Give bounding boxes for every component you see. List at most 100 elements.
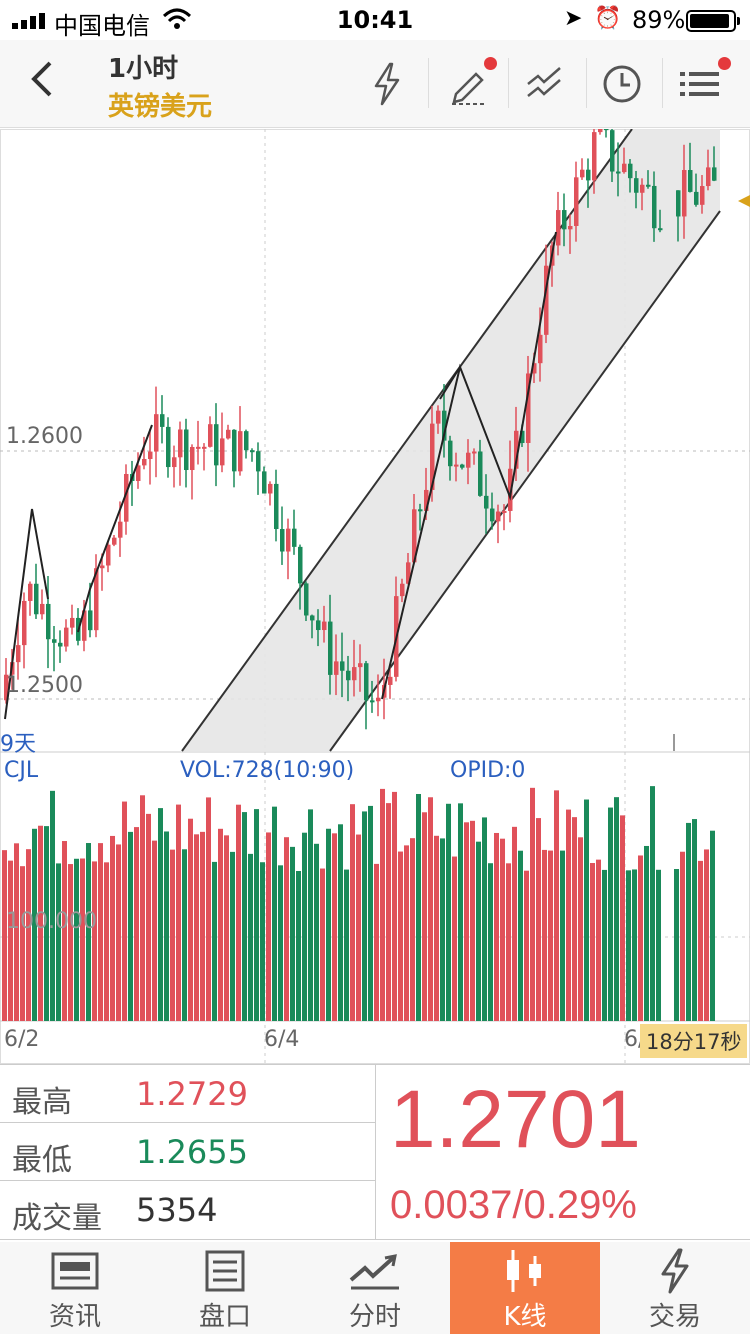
- kline-chart[interactable]: 1.2600 1.2500 9天 CJL VOL:728(10:90) OPID…: [0, 129, 750, 1064]
- volume-bar: [104, 862, 109, 1021]
- tab-kline[interactable]: K线: [450, 1242, 600, 1334]
- candle-body: [676, 190, 681, 217]
- volume-bar: [338, 824, 343, 1021]
- volume-bar: [512, 826, 517, 1021]
- candle-body: [64, 627, 69, 647]
- candle-body: [712, 167, 717, 181]
- zigzag-line: [4, 508, 49, 720]
- candle-body: [544, 265, 549, 335]
- volume-bar: [302, 832, 307, 1021]
- battery-icon: [686, 10, 740, 32]
- volume-bar: [92, 861, 97, 1021]
- volume-bar: [110, 835, 115, 1021]
- candle-body: [526, 373, 531, 443]
- volume-bar: [464, 822, 469, 1021]
- clock-time: 10:41: [336, 6, 414, 34]
- tab-label: 分时: [348, 1302, 401, 1332]
- tab-timeshare[interactable]: 分时: [300, 1242, 450, 1334]
- volume-bar: [44, 826, 49, 1021]
- high-label: 最高: [12, 1085, 72, 1120]
- volume-bar: [290, 846, 295, 1021]
- back-button[interactable]: [26, 58, 66, 108]
- volume-bar: [680, 851, 685, 1021]
- volume-bar: [422, 812, 427, 1021]
- kline-chart-canvas[interactable]: [0, 129, 750, 1064]
- candle-body: [538, 334, 543, 364]
- volume-bar: [710, 830, 715, 1021]
- candle-body: [358, 663, 363, 668]
- nav-divider: [428, 58, 429, 108]
- candle-body: [700, 186, 705, 205]
- tab-news[interactable]: 资讯: [0, 1242, 150, 1334]
- candle-body: [328, 621, 333, 675]
- candle-body: [184, 429, 189, 471]
- pen-icon[interactable]: [446, 60, 496, 108]
- lightning-icon[interactable]: [362, 60, 412, 108]
- news-icon: [51, 1252, 99, 1290]
- price-label-lower: 1.2500: [6, 673, 83, 698]
- volume-bar: [212, 861, 217, 1021]
- high-value: 1.2729: [136, 1075, 248, 1113]
- date-label: 6/4: [264, 1027, 300, 1052]
- candle-body: [154, 414, 159, 452]
- candle-body: [376, 697, 381, 702]
- tab-label: 资讯: [48, 1302, 101, 1332]
- menu-icon[interactable]: [676, 60, 726, 108]
- candle-body: [298, 546, 303, 584]
- volume-bar: [308, 809, 313, 1021]
- nav-divider: [586, 58, 587, 108]
- candle-body: [646, 184, 651, 187]
- stat-volume: 成交量 5354: [0, 1181, 375, 1239]
- indicator-name[interactable]: CJL: [4, 758, 39, 783]
- candle-body: [268, 483, 273, 494]
- volume-bar: [320, 868, 325, 1021]
- volume-bar: [194, 834, 199, 1021]
- volume-bar: [26, 849, 31, 1021]
- current-price: 1.2701: [390, 1074, 641, 1165]
- trend-channel: [182, 129, 720, 751]
- volume-bar: [200, 831, 205, 1021]
- candle-body: [568, 226, 573, 230]
- candle-body: [460, 464, 465, 468]
- candle-body: [364, 663, 369, 701]
- candle-body: [196, 446, 201, 449]
- volume-bar: [224, 835, 229, 1021]
- candle-body: [622, 163, 627, 173]
- volume-bar: [434, 835, 439, 1021]
- volume-bar: [68, 864, 73, 1021]
- volume-bar: [332, 833, 337, 1021]
- battery-level: [690, 14, 730, 28]
- price-label-upper: 1.2600: [6, 424, 83, 449]
- volume-bar: [674, 869, 679, 1021]
- countdown-badge: 18分17秒: [640, 1024, 748, 1058]
- candle-body: [562, 210, 567, 230]
- volume-bar: [596, 859, 601, 1021]
- clock-icon[interactable]: [598, 60, 648, 108]
- volume-bar: [140, 795, 145, 1021]
- volume-bar: [296, 870, 301, 1021]
- volume-bar: [452, 856, 457, 1021]
- candle-body: [226, 429, 231, 439]
- candle-body: [88, 610, 93, 631]
- candle-body: [280, 529, 285, 552]
- candle-body: [136, 465, 141, 481]
- drawline-icon[interactable]: [520, 60, 570, 108]
- tab-trade[interactable]: 交易: [600, 1242, 750, 1334]
- candle-body: [652, 185, 657, 229]
- candle-body: [430, 423, 435, 490]
- tab-orderbook[interactable]: 盘口: [150, 1242, 300, 1334]
- candle-body: [580, 169, 585, 178]
- volume-bar: [386, 803, 391, 1021]
- volume-bar: [506, 863, 511, 1021]
- volume-bar: [440, 838, 445, 1021]
- candle-body: [442, 410, 447, 441]
- tab-label: 盘口: [198, 1302, 251, 1332]
- candle-body: [70, 617, 75, 628]
- candlestick-icon: [507, 1250, 541, 1292]
- volume-bar: [56, 863, 61, 1021]
- candle-body: [112, 537, 117, 545]
- candle-body: [484, 495, 489, 509]
- nav-bar: 1小时 英镑美元: [0, 40, 750, 128]
- candle-body: [304, 583, 309, 616]
- orderbook-icon: [205, 1250, 245, 1292]
